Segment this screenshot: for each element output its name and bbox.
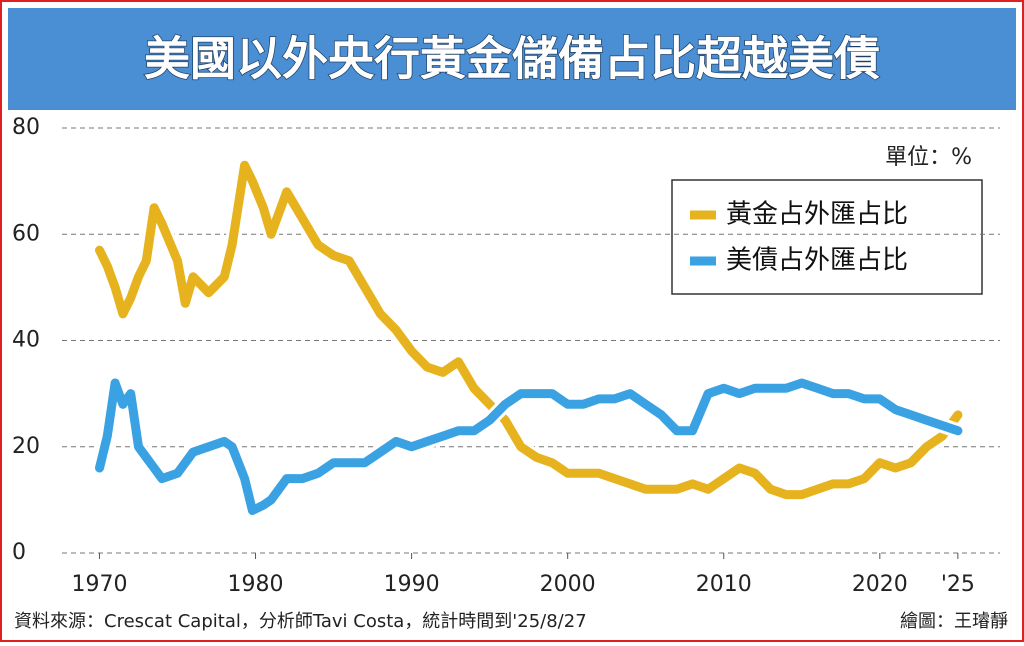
y-tick-label: 60 bbox=[12, 221, 40, 246]
series-line bbox=[95, 160, 963, 500]
x-tick-label: 1970 bbox=[71, 572, 127, 597]
x-tick-label: 1980 bbox=[228, 572, 284, 597]
chart-title: 美國以外央行黃金儲備占比超越美債 bbox=[144, 32, 880, 86]
title-bar bbox=[8, 8, 1016, 110]
x-tick-label: 2000 bbox=[540, 572, 596, 597]
source-note: 資料來源：Crescat Capital，分析師Tavi Costa，統計時間到… bbox=[14, 611, 587, 632]
y-tick-label: 20 bbox=[12, 434, 40, 459]
series-line bbox=[95, 378, 963, 515]
x-tick-label: '25 bbox=[941, 572, 975, 597]
y-tick-label: 0 bbox=[12, 540, 26, 565]
x-tick-label: 2020 bbox=[852, 572, 908, 597]
unit-label: 單位：% bbox=[885, 145, 972, 170]
x-tick-label: 1990 bbox=[384, 572, 440, 597]
credit-note: 繪圖：王璿靜 bbox=[900, 611, 1008, 632]
legend-label: 黃金占外匯占比 bbox=[726, 200, 908, 230]
y-tick-label: 40 bbox=[12, 328, 40, 353]
legend-label: 美債占外匯占比 bbox=[726, 246, 908, 276]
x-tick-label: 2010 bbox=[696, 572, 752, 597]
legend-box bbox=[671, 179, 983, 295]
y-tick-label: 80 bbox=[12, 115, 40, 140]
